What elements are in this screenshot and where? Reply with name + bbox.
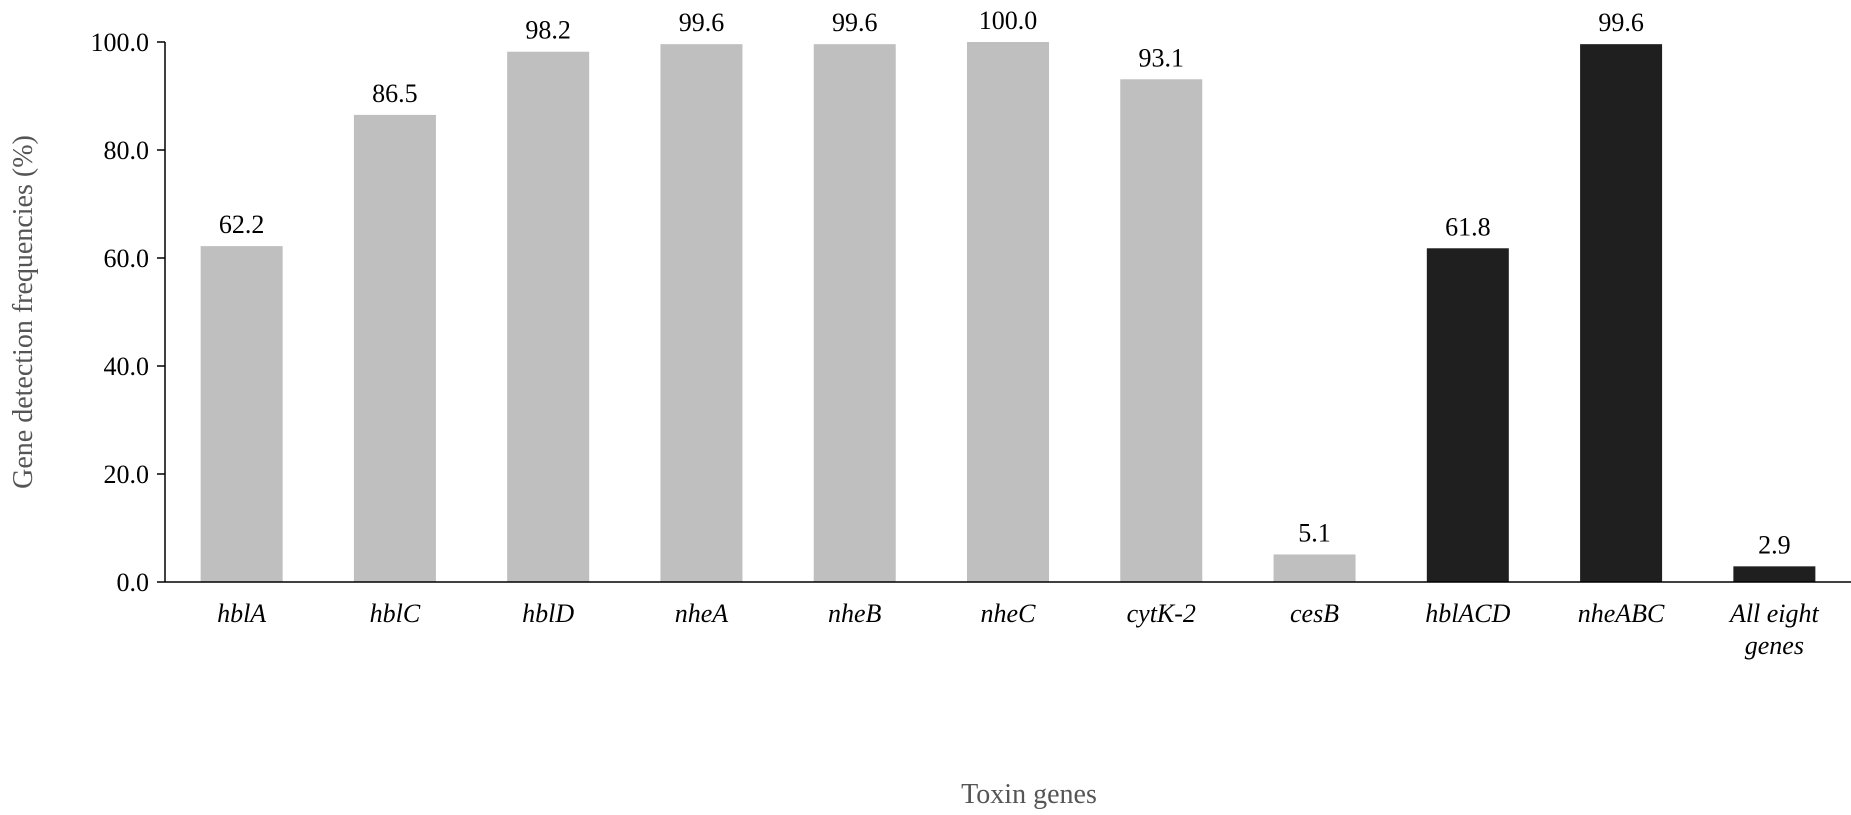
- data-label-9: 99.6: [1598, 8, 1644, 37]
- category-label-3: nheA: [675, 599, 729, 628]
- bar-0: [200, 246, 283, 582]
- category-label-8: hblACD: [1425, 599, 1510, 628]
- data-label-2: 98.2: [525, 16, 571, 45]
- labels-layer: 62.2 hblA 86.5 hblC 98.2 hblD 99.6 nheA 99.6 nheB…: [91, 6, 1820, 660]
- bar-5: [967, 42, 1049, 582]
- bar-7: [1273, 554, 1356, 582]
- category-label-7: cesB: [1290, 599, 1339, 628]
- category-label-6: cytK-2: [1127, 599, 1196, 628]
- bar-3: [660, 44, 743, 583]
- data-label-3: 99.6: [679, 8, 725, 37]
- axes-layer: [157, 41, 1851, 583]
- data-label-10: 2.9: [1758, 530, 1791, 559]
- bar-6: [1120, 79, 1203, 582]
- category-label-5: nheC: [981, 599, 1037, 628]
- y-tick-label-5: 100.0: [91, 28, 150, 57]
- y-tick-label-4: 80.0: [104, 136, 150, 165]
- bar-8: [1426, 248, 1509, 582]
- bar-10: [1733, 566, 1816, 582]
- category-label-10-line-1: genes: [1745, 631, 1804, 660]
- bar-9: [1580, 44, 1663, 583]
- data-label-0: 62.2: [219, 210, 265, 239]
- data-label-8: 61.8: [1445, 212, 1491, 241]
- category-label-9: nheABC: [1578, 599, 1665, 628]
- data-label-6: 93.1: [1139, 43, 1185, 72]
- data-label-7: 5.1: [1298, 518, 1331, 547]
- y-tick-label-3: 60.0: [104, 244, 150, 273]
- data-label-4: 99.6: [832, 8, 878, 37]
- y-tick-label-0: 0.0: [117, 568, 150, 597]
- data-label-5: 100.0: [979, 6, 1038, 35]
- category-label-0: hblA: [217, 599, 266, 628]
- y-tick-label-1: 20.0: [104, 460, 150, 489]
- bar-2: [507, 51, 590, 583]
- y-axis-title: Gene detection frequencies (%): [8, 135, 39, 489]
- bar-4: [813, 44, 896, 583]
- x-axis-title: Toxin genes: [961, 779, 1097, 810]
- bars-layer: [200, 42, 1816, 583]
- bar-1: [353, 114, 436, 583]
- category-label-2: hblD: [522, 599, 574, 628]
- category-label-1: hblC: [370, 599, 421, 628]
- category-label-4: nheB: [828, 599, 882, 628]
- category-label-10-line-0: All eight: [1728, 599, 1820, 628]
- data-label-1: 86.5: [372, 79, 418, 108]
- y-tick-label-2: 40.0: [104, 352, 150, 381]
